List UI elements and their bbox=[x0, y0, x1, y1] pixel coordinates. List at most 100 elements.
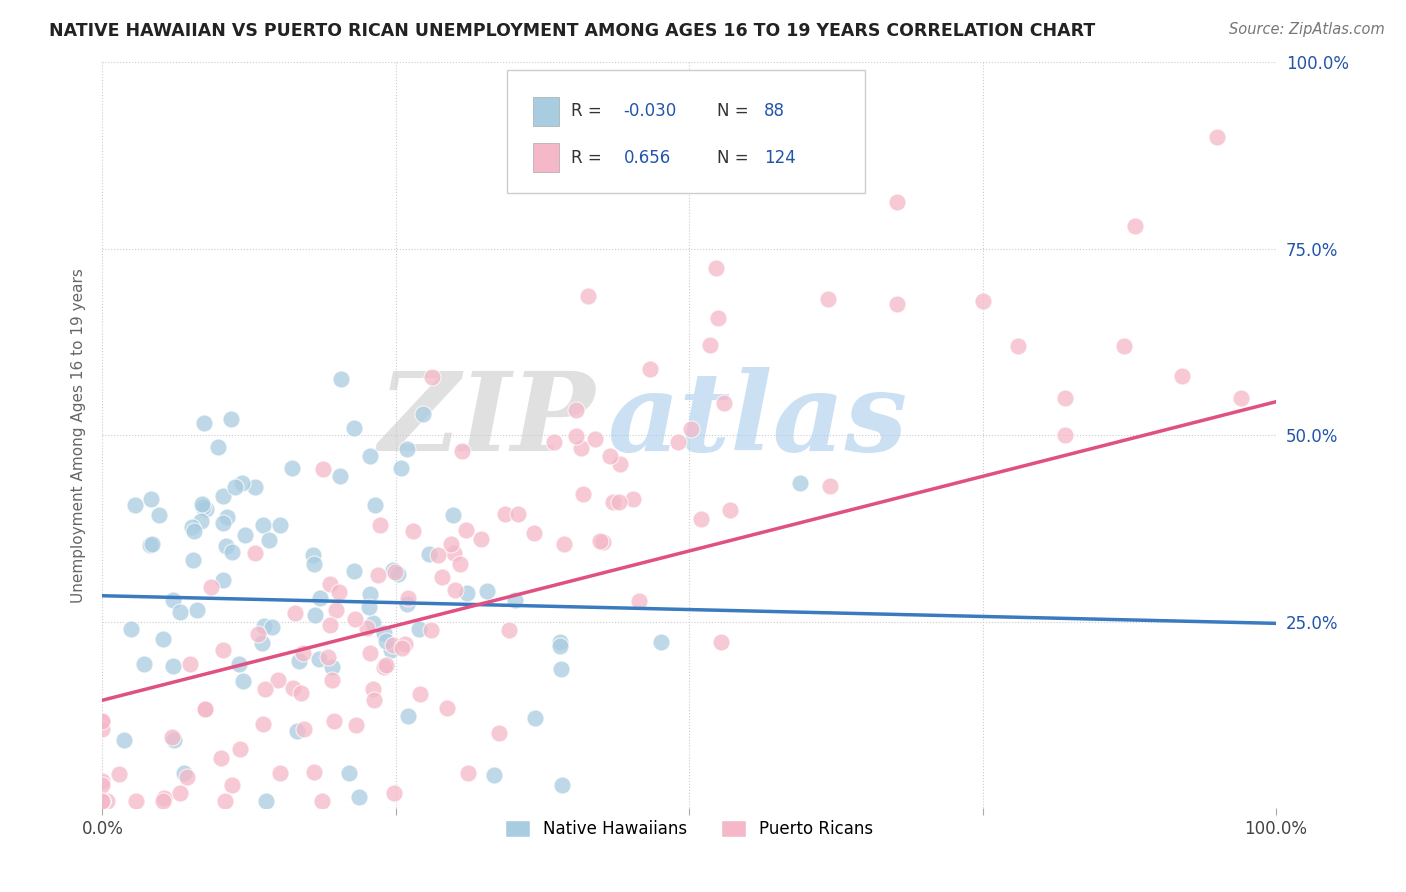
Point bbox=[91, 794, 114, 808]
Point bbox=[343, 421, 366, 435]
Point bbox=[288, 654, 311, 668]
Point bbox=[441, 508, 464, 522]
Point bbox=[246, 627, 269, 641]
Point bbox=[91, 722, 114, 736]
Point bbox=[1123, 219, 1146, 234]
Point bbox=[381, 563, 404, 577]
Point bbox=[886, 297, 908, 311]
Point bbox=[373, 660, 395, 674]
FancyBboxPatch shape bbox=[533, 97, 560, 126]
Point bbox=[217, 509, 239, 524]
Text: R =: R = bbox=[571, 103, 602, 120]
Text: ZIP: ZIP bbox=[378, 367, 595, 475]
Point bbox=[253, 618, 276, 632]
Point bbox=[285, 723, 308, 738]
Point bbox=[443, 582, 465, 597]
Point bbox=[125, 794, 148, 808]
Point bbox=[457, 765, 479, 780]
Point bbox=[347, 790, 370, 805]
Point bbox=[134, 657, 156, 671]
Point bbox=[436, 701, 458, 715]
Text: Source: ZipAtlas.com: Source: ZipAtlas.com bbox=[1229, 22, 1385, 37]
Point bbox=[212, 489, 235, 503]
Point bbox=[221, 544, 243, 558]
Point bbox=[254, 794, 277, 808]
FancyBboxPatch shape bbox=[508, 70, 865, 193]
Point bbox=[443, 546, 465, 560]
Point bbox=[311, 794, 333, 808]
Point bbox=[325, 603, 347, 617]
Point bbox=[454, 524, 477, 538]
Point bbox=[380, 643, 402, 657]
Point bbox=[284, 606, 307, 620]
Point bbox=[359, 587, 381, 601]
Point bbox=[160, 731, 183, 745]
Point bbox=[183, 524, 205, 539]
Point bbox=[381, 638, 404, 652]
Point bbox=[190, 515, 212, 529]
Point bbox=[548, 639, 571, 653]
Point bbox=[194, 502, 217, 516]
Point bbox=[412, 407, 434, 421]
Point bbox=[120, 622, 142, 636]
Point bbox=[181, 520, 204, 534]
Point bbox=[179, 657, 201, 671]
Point bbox=[318, 576, 340, 591]
Point bbox=[292, 723, 315, 737]
Point bbox=[359, 646, 381, 660]
Point bbox=[323, 714, 346, 728]
Point bbox=[191, 500, 214, 515]
Point bbox=[91, 714, 114, 728]
Point bbox=[231, 475, 253, 490]
Point bbox=[252, 716, 274, 731]
Point bbox=[482, 768, 505, 782]
Point bbox=[395, 597, 418, 611]
Point bbox=[394, 637, 416, 651]
Point bbox=[396, 442, 419, 456]
Point bbox=[194, 702, 217, 716]
Point bbox=[886, 195, 908, 210]
Point bbox=[330, 372, 353, 386]
Point bbox=[141, 492, 163, 507]
Point bbox=[173, 765, 195, 780]
Point bbox=[252, 517, 274, 532]
Point bbox=[344, 718, 367, 732]
Point bbox=[214, 794, 236, 808]
Point bbox=[439, 537, 461, 551]
Point bbox=[266, 673, 288, 688]
Point bbox=[1206, 129, 1229, 144]
Point bbox=[162, 593, 184, 607]
Point bbox=[91, 794, 114, 808]
Point bbox=[391, 641, 413, 656]
Point bbox=[456, 586, 478, 600]
Point bbox=[281, 681, 304, 696]
Point bbox=[704, 260, 727, 275]
Point bbox=[269, 517, 291, 532]
Point bbox=[290, 686, 312, 700]
Point bbox=[321, 660, 343, 674]
Point bbox=[361, 615, 384, 630]
Point bbox=[384, 565, 406, 579]
Point bbox=[200, 580, 222, 594]
Point bbox=[337, 766, 360, 780]
Point bbox=[193, 416, 215, 430]
Point bbox=[253, 682, 276, 697]
Point bbox=[163, 732, 186, 747]
Point bbox=[589, 533, 612, 548]
Text: 124: 124 bbox=[765, 149, 796, 167]
Point bbox=[564, 403, 586, 417]
Text: R =: R = bbox=[571, 149, 602, 167]
Point bbox=[576, 289, 599, 303]
Point bbox=[269, 765, 291, 780]
Point bbox=[368, 518, 391, 533]
Point bbox=[543, 434, 565, 449]
Point bbox=[302, 765, 325, 780]
Point bbox=[139, 538, 162, 552]
Point bbox=[374, 634, 396, 648]
Point bbox=[818, 479, 841, 493]
Point bbox=[396, 591, 419, 605]
Text: 88: 88 bbox=[765, 103, 786, 120]
Point bbox=[211, 516, 233, 531]
Point bbox=[152, 632, 174, 646]
Point bbox=[523, 525, 546, 540]
